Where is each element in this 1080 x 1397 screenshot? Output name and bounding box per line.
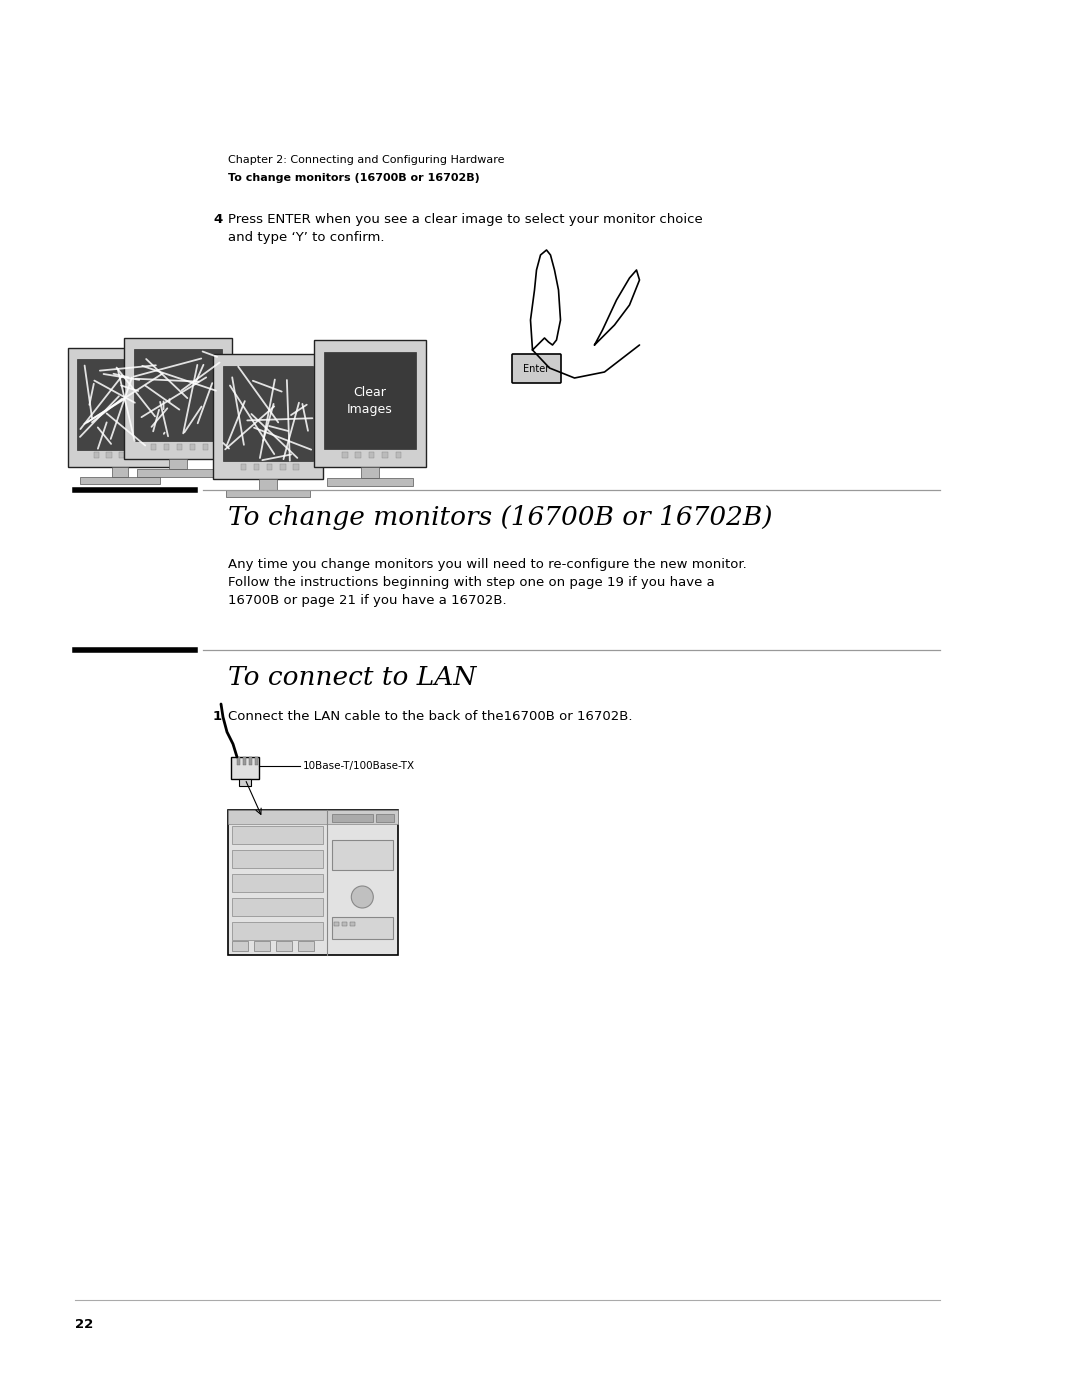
FancyBboxPatch shape bbox=[512, 353, 561, 383]
Bar bbox=[259, 479, 276, 490]
Bar bbox=[280, 464, 285, 469]
Text: 16700B or page 21 if you have a 16702B.: 16700B or page 21 if you have a 16702B. bbox=[228, 594, 507, 608]
Text: To change monitors (16700B or 16702B): To change monitors (16700B or 16702B) bbox=[228, 504, 772, 529]
Text: and type ‘Y’ to confirm.: and type ‘Y’ to confirm. bbox=[228, 231, 384, 244]
Bar bbox=[350, 922, 354, 926]
Bar bbox=[314, 341, 426, 468]
Bar bbox=[151, 444, 157, 450]
Bar bbox=[376, 814, 394, 821]
Bar bbox=[298, 942, 314, 951]
Bar bbox=[80, 476, 160, 483]
Bar bbox=[237, 757, 240, 766]
Bar bbox=[382, 451, 388, 458]
Bar bbox=[332, 814, 373, 821]
Text: Enter: Enter bbox=[524, 363, 550, 373]
Text: 1: 1 bbox=[213, 710, 222, 724]
Text: To connect to LAN: To connect to LAN bbox=[228, 665, 476, 690]
Bar bbox=[144, 453, 149, 458]
Circle shape bbox=[351, 886, 374, 908]
Bar bbox=[332, 840, 393, 870]
Bar bbox=[243, 757, 246, 766]
Bar bbox=[119, 453, 124, 458]
Bar bbox=[106, 453, 111, 458]
Bar bbox=[324, 352, 416, 450]
Bar bbox=[232, 898, 323, 916]
Bar bbox=[228, 810, 399, 824]
Bar bbox=[134, 349, 222, 441]
Bar bbox=[327, 478, 413, 486]
Bar bbox=[334, 922, 339, 926]
Bar bbox=[332, 916, 393, 939]
Bar bbox=[232, 942, 248, 951]
Bar bbox=[369, 451, 375, 458]
Bar bbox=[137, 469, 219, 476]
Bar bbox=[276, 942, 292, 951]
Bar bbox=[164, 444, 170, 450]
Text: Clear
Images: Clear Images bbox=[347, 386, 393, 416]
Bar bbox=[341, 922, 347, 926]
Bar bbox=[77, 359, 163, 450]
Bar bbox=[132, 453, 137, 458]
Text: 10Base-T/100Base-TX: 10Base-T/100Base-TX bbox=[303, 761, 415, 771]
Bar bbox=[111, 467, 129, 476]
Bar bbox=[241, 464, 246, 469]
Bar bbox=[203, 444, 208, 450]
Text: 22: 22 bbox=[75, 1317, 93, 1331]
Text: Any time you change monitors you will need to re-configure the new monitor.: Any time you change monitors you will ne… bbox=[228, 557, 746, 571]
Text: Chapter 2: Connecting and Configuring Hardware: Chapter 2: Connecting and Configuring Ha… bbox=[228, 155, 504, 165]
Text: Press ENTER when you see a clear image to select your monitor choice: Press ENTER when you see a clear image t… bbox=[228, 212, 703, 226]
Bar bbox=[232, 875, 323, 893]
Bar bbox=[231, 757, 259, 780]
Text: Follow the instructions beginning with step one on page 19 if you have a: Follow the instructions beginning with s… bbox=[228, 576, 715, 590]
Text: Connect the LAN cable to the back of the16700B or 16702B.: Connect the LAN cable to the back of the… bbox=[228, 710, 633, 724]
Bar bbox=[232, 849, 323, 868]
Bar bbox=[124, 338, 232, 460]
Bar bbox=[170, 460, 187, 469]
Bar bbox=[342, 451, 348, 458]
Bar bbox=[267, 464, 272, 469]
Bar bbox=[254, 942, 270, 951]
Text: 4: 4 bbox=[213, 212, 222, 226]
Bar bbox=[254, 464, 259, 469]
Text: To change monitors (16700B or 16702B): To change monitors (16700B or 16702B) bbox=[228, 173, 480, 183]
Bar bbox=[177, 444, 183, 450]
Bar bbox=[228, 810, 399, 956]
Bar bbox=[67, 348, 173, 467]
Bar bbox=[226, 490, 310, 497]
Bar bbox=[190, 444, 195, 450]
Bar bbox=[249, 757, 252, 766]
Bar bbox=[232, 826, 323, 844]
Bar bbox=[213, 355, 323, 479]
Bar bbox=[294, 464, 299, 469]
Bar bbox=[222, 366, 313, 461]
Bar bbox=[94, 453, 99, 458]
Bar bbox=[232, 922, 323, 940]
Bar bbox=[395, 451, 402, 458]
Bar bbox=[239, 780, 251, 787]
Bar bbox=[255, 757, 258, 766]
Bar bbox=[361, 468, 379, 478]
Bar bbox=[355, 451, 361, 458]
